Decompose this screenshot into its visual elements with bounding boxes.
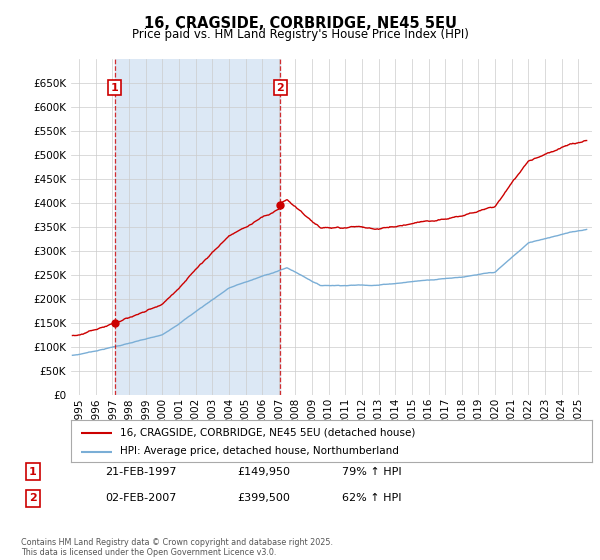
Text: 2: 2 [277, 83, 284, 92]
Text: 02-FEB-2007: 02-FEB-2007 [105, 493, 176, 503]
Text: 1: 1 [110, 83, 118, 92]
Text: Price paid vs. HM Land Registry's House Price Index (HPI): Price paid vs. HM Land Registry's House … [131, 28, 469, 41]
Bar [115, 59, 280, 395]
Text: 16, CRAGSIDE, CORBRIDGE, NE45 5EU (detached house): 16, CRAGSIDE, CORBRIDGE, NE45 5EU (detac… [120, 428, 416, 437]
Text: 16, CRAGSIDE, CORBRIDGE, NE45 5EU: 16, CRAGSIDE, CORBRIDGE, NE45 5EU [143, 16, 457, 31]
Text: 79% ↑ HPI: 79% ↑ HPI [342, 466, 401, 477]
Text: 62% ↑ HPI: 62% ↑ HPI [342, 493, 401, 503]
Text: £399,500: £399,500 [237, 493, 290, 503]
Text: 21-FEB-1997: 21-FEB-1997 [105, 466, 176, 477]
Text: £149,950: £149,950 [237, 466, 290, 477]
Text: 2: 2 [29, 493, 37, 503]
Text: HPI: Average price, detached house, Northumberland: HPI: Average price, detached house, Nort… [120, 446, 399, 456]
Text: 1: 1 [29, 466, 37, 477]
Text: Contains HM Land Registry data © Crown copyright and database right 2025.
This d: Contains HM Land Registry data © Crown c… [21, 538, 333, 557]
